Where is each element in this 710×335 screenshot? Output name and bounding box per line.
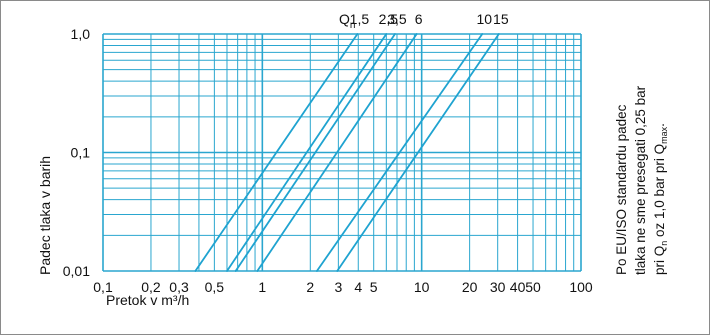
series-label: 6 (415, 11, 423, 27)
x-tick-label: 0,3 (169, 279, 189, 295)
x-tick-label: 0,5 (205, 279, 225, 295)
series-label: 15 (493, 11, 509, 27)
series-layer (194, 33, 500, 272)
annotation-line: pri Qn oz 1,0 bar pri Qmax. (652, 123, 669, 275)
series-label: 10 (476, 11, 492, 27)
y-tick-label: 1,0 (71, 26, 91, 42)
x-tick-label: 40 (510, 279, 526, 295)
series-line (234, 33, 396, 272)
series-label-prefix-subscript: n (350, 20, 356, 31)
y-tick-label: 0,1 (71, 145, 91, 161)
series-line (336, 33, 500, 272)
x-tick-label: 100 (569, 279, 593, 295)
label-layer: 0,1 0,2 0,3 0,5 1 2 3 4 5 10 20 30 40 50 1000,010,11,0… (63, 11, 669, 295)
x-tick-label: 50 (525, 279, 541, 295)
y-tick-label: 0,01 (63, 263, 90, 279)
x-tick-label: 0,1 (93, 279, 113, 295)
x-tick-label: 10 (414, 279, 430, 295)
x-axis-title: Pretok v m³/h (106, 292, 189, 308)
series-line (315, 33, 484, 272)
x-tick-label: 0,2 (141, 279, 161, 295)
series-line (226, 33, 388, 272)
x-tick-label: 4 (354, 279, 362, 295)
series-line (194, 33, 359, 272)
series-label: 2,5 (379, 11, 399, 27)
x-tick-label: 2 (306, 279, 314, 295)
x-tick-label: 3 (334, 279, 342, 295)
y-axis-title: Padec tlaka v barih (37, 156, 53, 275)
x-tick-label: 5 (370, 279, 378, 295)
series-label: 3,5 (387, 11, 407, 27)
x-tick-label: 20 (462, 279, 478, 295)
x-tick-label: 30 (490, 279, 506, 295)
series-line (256, 33, 418, 272)
x-tick-label: 1 (258, 279, 266, 295)
series-label: 1,5 (350, 11, 370, 27)
grid-layer (102, 33, 582, 272)
annotation-line: Po EU/ISO standardu padec (614, 104, 629, 275)
annotation-line: tlaka ne sme presegati 0,25 bar (633, 85, 648, 275)
